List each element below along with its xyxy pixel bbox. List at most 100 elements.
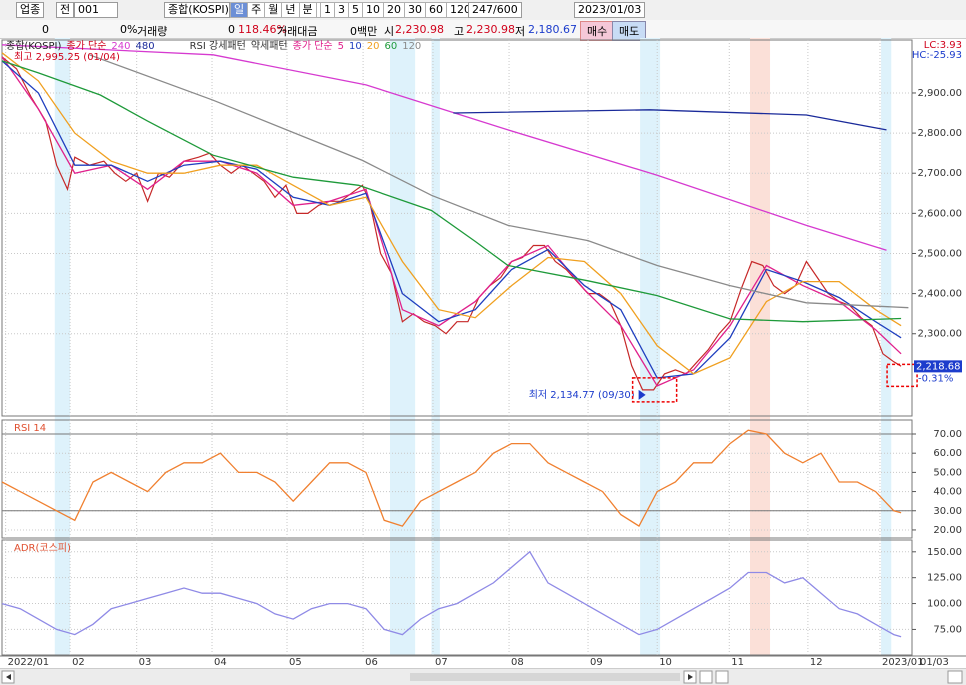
x-tick-label: 03	[139, 657, 152, 668]
y-tick-label: 2,900.00	[917, 88, 962, 99]
amount-pre: 0	[228, 23, 235, 36]
quote-bar: 0 0% 거래량 0 118.46% 거래대금 0백만 시 2,230.98 고…	[0, 20, 966, 41]
x-end-label: 01/03	[920, 657, 949, 668]
y-tick-label: 2,800.00	[917, 128, 962, 139]
low-box	[631, 377, 678, 403]
buy-button[interactable]: 매수	[580, 21, 615, 41]
code-input[interactable]: 001	[74, 2, 118, 18]
play-button[interactable]	[699, 670, 713, 684]
low: 2,180.67	[528, 23, 577, 36]
y-tick-label: 30.00	[933, 506, 962, 517]
low-arrow	[638, 389, 646, 400]
period-button[interactable]: 분	[298, 2, 317, 18]
y-tick-label: 2,500.00	[917, 248, 962, 259]
interval-button[interactable]: 20	[383, 2, 405, 18]
amount: 0백만	[350, 25, 378, 38]
volume-pct: 0%	[120, 23, 138, 36]
interval-buttons: 1 3 5 10 20 30 60 120	[320, 2, 475, 18]
x-tick-label: 12	[810, 657, 823, 668]
x-tick-label: 09	[590, 657, 603, 668]
panel-frame	[1, 39, 913, 417]
legend-entry: 240	[111, 41, 130, 52]
high-annotation: 최고 2,995.25 (01/04)	[14, 51, 120, 63]
highlight-band	[640, 38, 661, 655]
highlight-band	[54, 38, 71, 655]
scrollbar	[0, 668, 966, 685]
hc-label: HC:-25.93	[912, 50, 962, 61]
zoom-button[interactable]	[947, 670, 963, 684]
arrow-icon	[6, 674, 11, 680]
x-tick-label: 11	[731, 657, 744, 668]
legend-label: 종가 단순	[293, 40, 333, 52]
period-button[interactable]: 월	[264, 2, 283, 18]
legend-entry: 5	[338, 41, 344, 52]
y-tick-label: 100.00	[927, 599, 962, 610]
series-line	[1, 550, 902, 638]
y-tick-label: 60.00	[933, 448, 962, 459]
low-annotation: 최저 2,134.77 (09/30)	[529, 389, 635, 401]
series-line	[1, 60, 902, 323]
panel-frame	[1, 419, 913, 539]
series-line	[1, 60, 902, 379]
interval-button[interactable]: 3	[334, 2, 349, 18]
legend-entry: 120	[402, 41, 421, 52]
stop-button[interactable]	[715, 670, 729, 684]
interval-button[interactable]: 60	[425, 2, 447, 18]
open-label: 시	[384, 25, 395, 38]
x-tick-label: 2022/01	[8, 657, 50, 668]
period-buttons: 일주월년분틱	[230, 2, 334, 18]
scroll-thumb[interactable]	[410, 673, 680, 681]
legend-entry: 10	[349, 41, 362, 52]
date-input[interactable]: 2023/01/03	[574, 2, 646, 18]
interval-button[interactable]: 5	[348, 2, 363, 18]
panel-frame	[1, 539, 913, 656]
highlight-band	[431, 38, 440, 655]
arrow-icon	[688, 674, 693, 680]
high: 2,230.98	[466, 23, 515, 36]
chart-area: 2,300.00 2,400.00 2,500.00 2,600.00 2,700.00…	[0, 38, 966, 668]
panel-title: ADR(코스피)	[14, 542, 71, 554]
mode-select[interactable]: 전	[56, 2, 75, 18]
legend-label: 약세패턴	[251, 40, 288, 52]
count-field: 247/600	[468, 2, 522, 18]
toolbar: 업종 전 001 종합(KOSPI) 일주월년분틱 13510203060120…	[0, 0, 966, 21]
x-tick-label: 2023/01	[882, 657, 924, 668]
legend-entry: 종합(KOSPI)	[6, 40, 62, 52]
highlight-band	[390, 38, 416, 655]
sell-button[interactable]: 매도	[612, 21, 647, 41]
x-tick-label: 02	[72, 657, 85, 668]
interval-button[interactable]: 30	[404, 2, 426, 18]
y-tick-label: 2,300.00	[917, 329, 962, 340]
y-tick-label: 70.00	[933, 429, 962, 440]
highlight-band	[750, 38, 771, 655]
y-tick-label: 2,600.00	[917, 208, 962, 219]
legend-entry: 60	[384, 41, 397, 52]
y-tick-label: 125.00	[927, 573, 962, 584]
series-line	[453, 109, 887, 131]
low-label: 저	[515, 25, 526, 38]
x-tick-label: 04	[214, 657, 227, 668]
series-line	[1, 44, 887, 251]
series-line	[1, 429, 902, 528]
scroll-controls	[1, 670, 963, 684]
y-tick-label: 40.00	[933, 487, 962, 498]
amount-label: 거래대금	[277, 25, 318, 38]
period-button[interactable]: 일	[230, 2, 249, 18]
period-button[interactable]: 년	[281, 2, 300, 18]
highlight-band	[881, 38, 892, 655]
period-button[interactable]: 주	[247, 2, 266, 18]
x-tick-label: 07	[435, 657, 448, 668]
last-box	[886, 363, 918, 388]
series-line	[1, 56, 902, 391]
y-tick-label: 150.00	[927, 547, 962, 558]
interval-button[interactable]: 1	[320, 2, 335, 18]
legend-label: RSI 강세패턴	[190, 40, 246, 52]
market-select[interactable]: 업종	[16, 2, 45, 18]
interval-button[interactable]: 10	[362, 2, 384, 18]
legend-entry: 480	[136, 41, 155, 52]
last-change: -0.31%	[918, 373, 953, 384]
x-tick-label: 10	[659, 657, 672, 668]
y-tick-label: 20.00	[933, 525, 962, 536]
series-line	[1, 52, 902, 375]
